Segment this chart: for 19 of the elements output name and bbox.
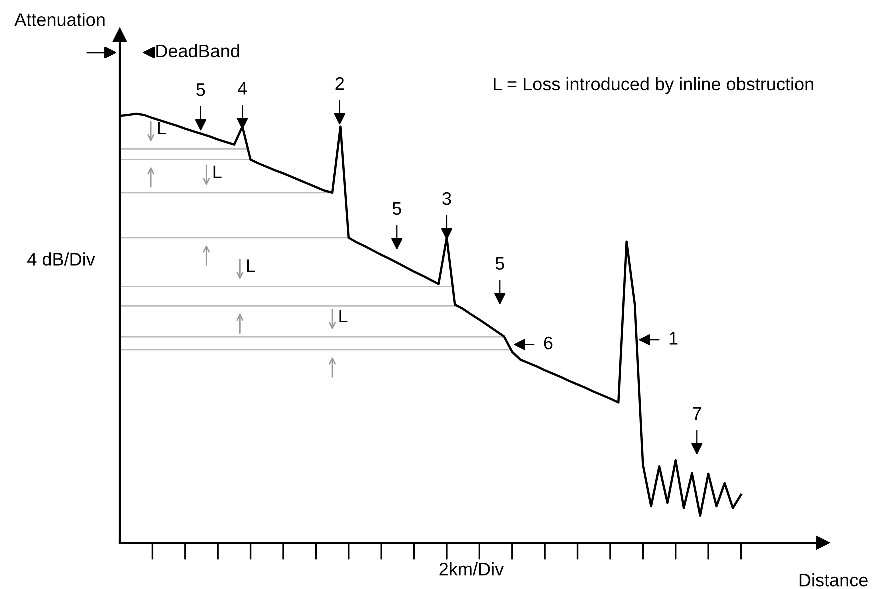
ref-line-label: L — [247, 260, 256, 272]
annotation: 7 — [693, 408, 702, 420]
text: 2km/Div — [440, 562, 504, 576]
annotation: 5 — [392, 202, 402, 216]
annotation: 1 — [670, 332, 678, 345]
text: 2 — [336, 77, 344, 90]
y-axis-title: Attenuation — [14, 13, 105, 26]
text: 5 — [196, 84, 206, 96]
ref-line-label: L — [158, 122, 166, 134]
annotation: 3 — [442, 192, 452, 206]
annotation: 6 — [544, 336, 553, 350]
x-axis-title: Distance — [800, 573, 868, 587]
text: L = Loss introduced by inline obstruction — [494, 77, 814, 94]
ref-line-label: L — [340, 310, 348, 322]
ref-line-label: L — [214, 166, 222, 178]
text: 4 — [238, 82, 248, 95]
annotation: 5 — [496, 257, 504, 270]
text: 4 dB/Div — [28, 252, 96, 266]
text: DeadBand — [156, 44, 240, 58]
